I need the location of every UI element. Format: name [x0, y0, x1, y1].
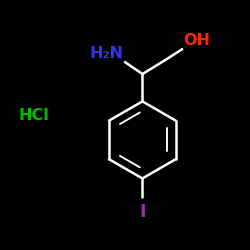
Text: OH: OH: [184, 33, 210, 48]
Text: H₂N: H₂N: [90, 46, 124, 61]
Text: I: I: [139, 203, 146, 221]
Text: HCl: HCl: [18, 108, 49, 122]
